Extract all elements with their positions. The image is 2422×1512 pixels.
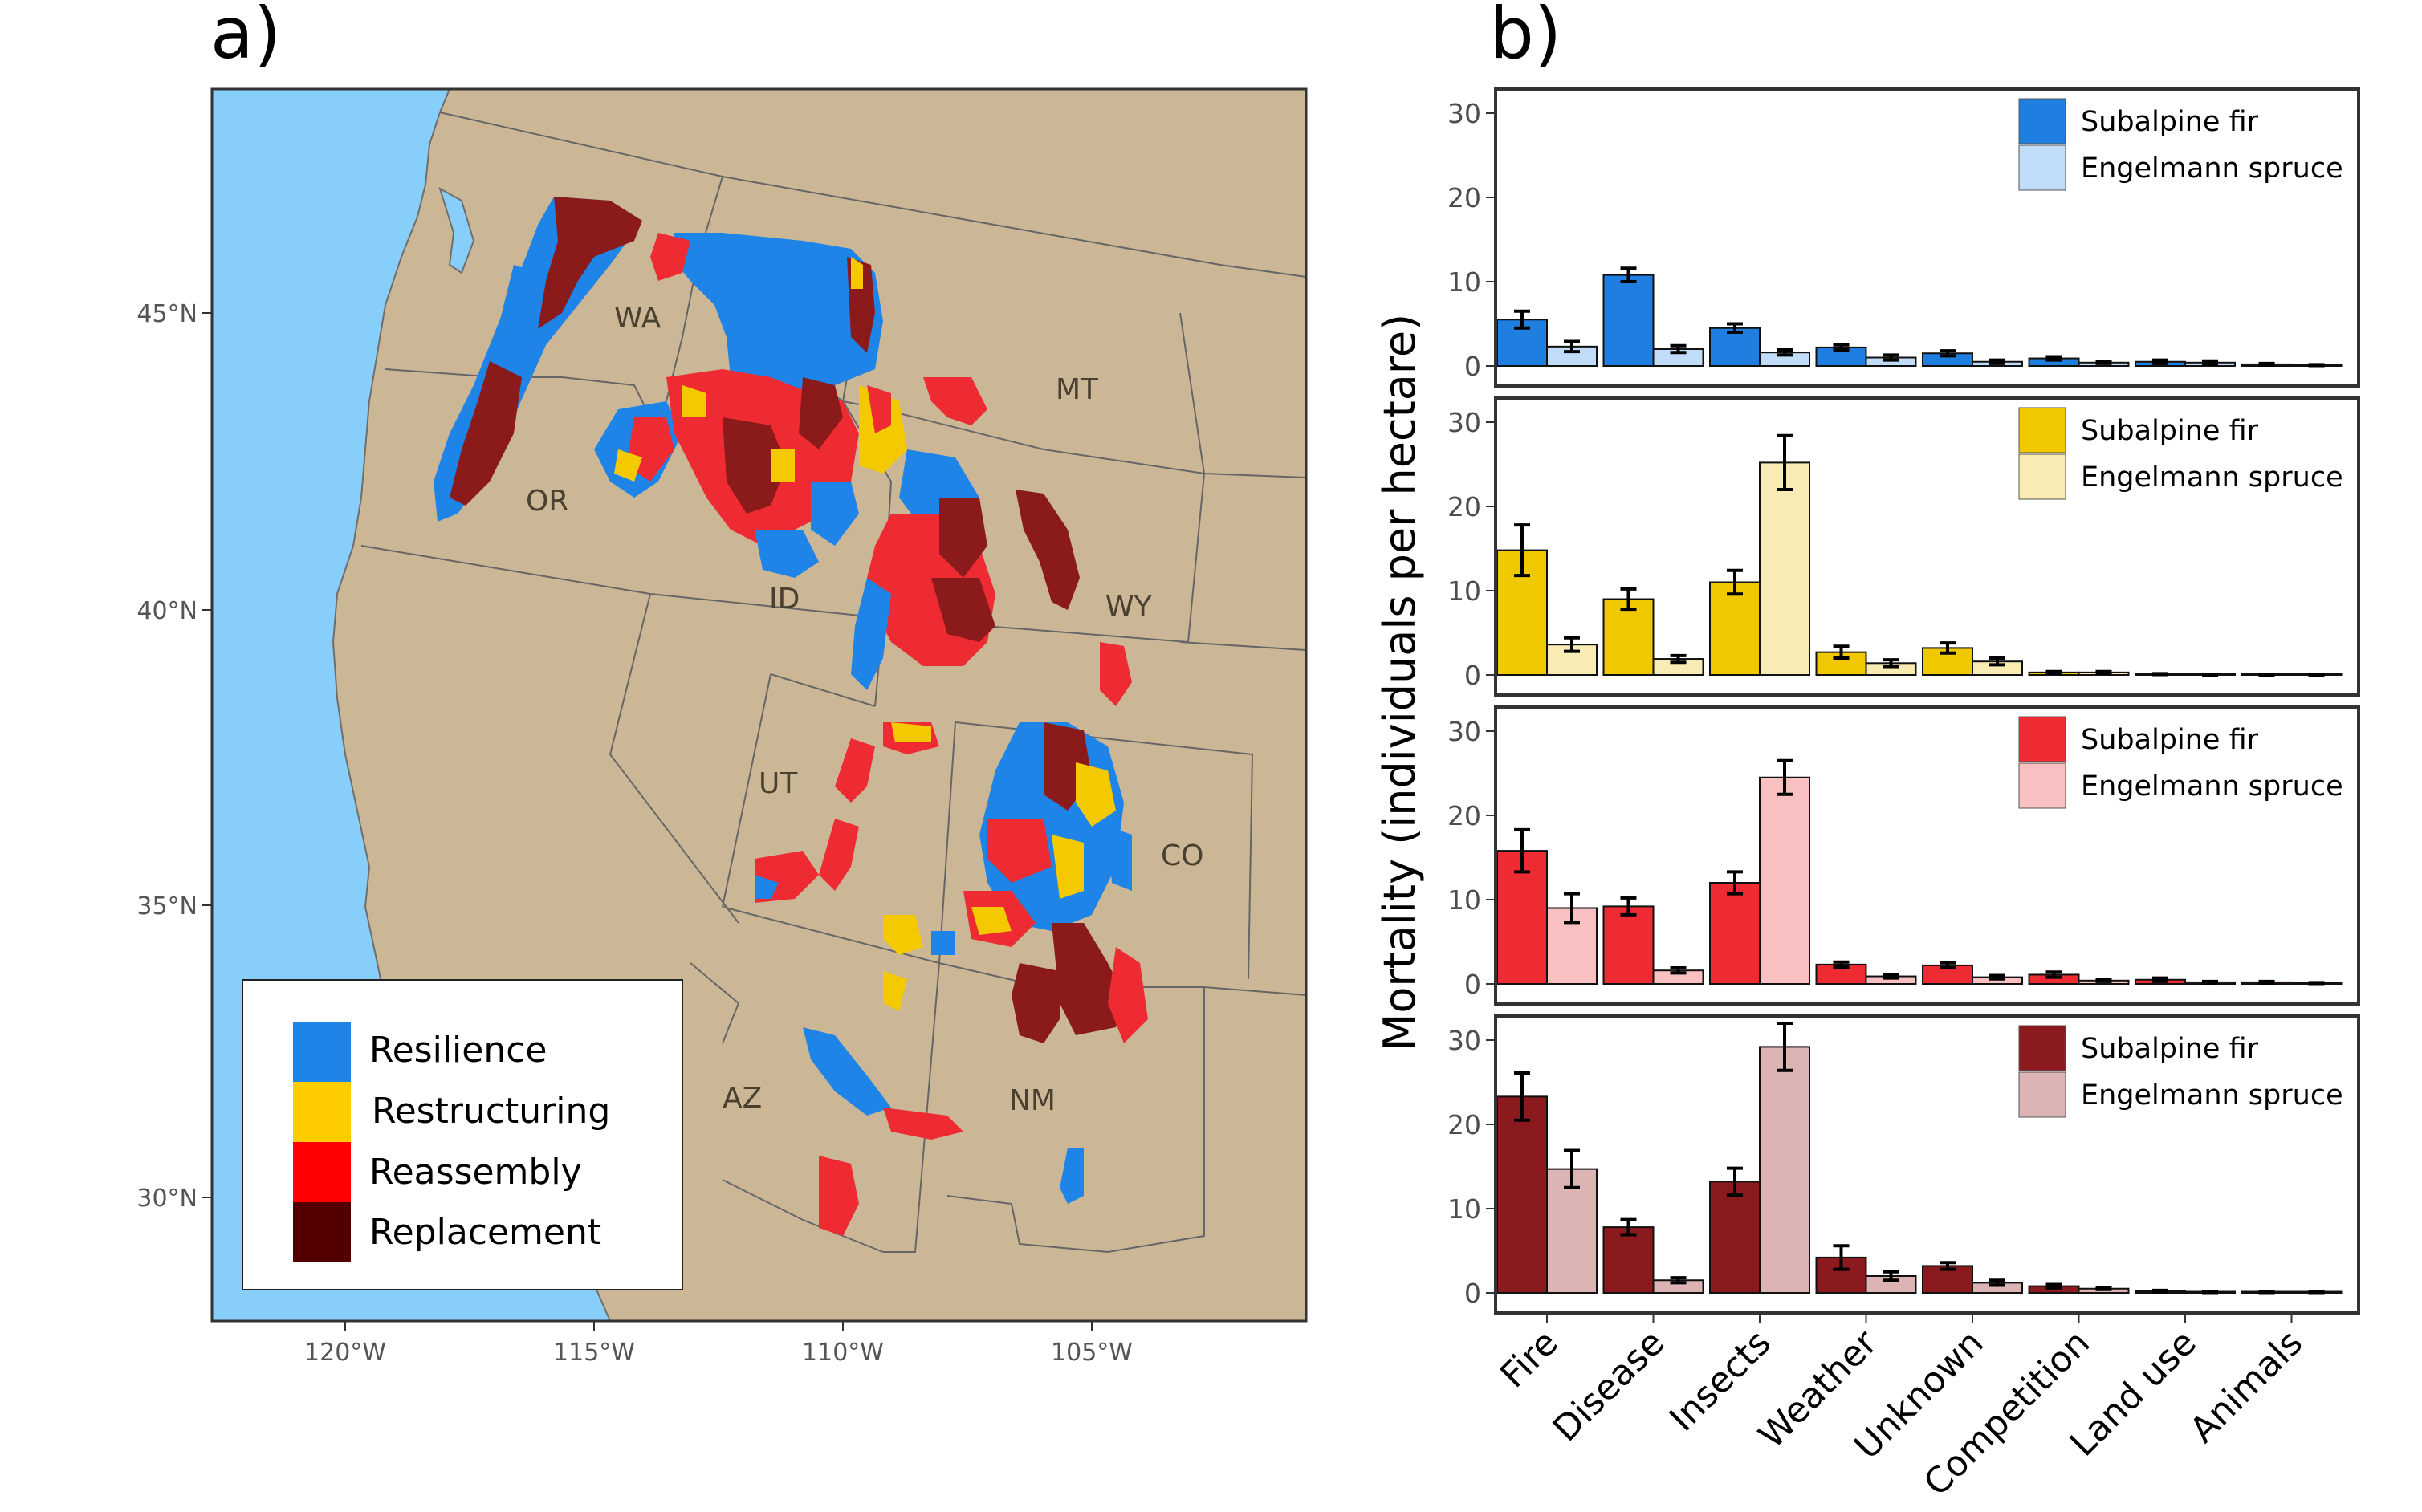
- subpanel-frame: [1494, 396, 2360, 697]
- legend-swatch-subalpine-fir: [2018, 407, 2066, 453]
- map-frame: [210, 87, 1308, 1323]
- bar-subpanel-3: 0 10 20 30 Subalpine fir Engelmann spruce: [1447, 705, 2360, 1006]
- y-tick-label: 10: [1447, 884, 1481, 916]
- y-tick-label: 30: [1447, 1025, 1481, 1056]
- legend-swatch-engelmann-spruce: [2018, 1071, 2066, 1118]
- panel-a-label: a): [210, 0, 281, 75]
- legend-label-subalpine-fir: Subalpine fir: [2081, 415, 2259, 447]
- state-label-or: OR: [526, 485, 568, 518]
- state-label-wy: WY: [1105, 591, 1153, 624]
- legend-label-engelmann-spruce: Engelmann spruce: [2081, 1079, 2343, 1112]
- bar-subalpine-fir: [1709, 581, 1761, 676]
- bar-subalpine-fir: [1602, 598, 1655, 676]
- state-label-co: CO: [1161, 839, 1203, 872]
- map-panel: WA OR ID MT WY UT CO AZ NM Resilience Re…: [136, 87, 1308, 1367]
- y-tick-label: 20: [1447, 800, 1481, 831]
- legend-swatch-replacement: [293, 1202, 351, 1262]
- legend-swatch-engelmann-spruce: [2018, 762, 2066, 809]
- bar-subalpine-fir: [1709, 1181, 1761, 1295]
- legend-swatch-subalpine-fir: [2018, 98, 2066, 144]
- category-label: Disease: [1545, 1323, 1672, 1449]
- legend-swatch-reassembly: [293, 1142, 351, 1202]
- map-xtick-105w: 105°W: [1051, 1339, 1133, 1367]
- subpanel-frame: [1494, 1014, 2360, 1315]
- legend-label-restructuring: Restructuring: [372, 1091, 610, 1132]
- legend-label-engelmann-spruce: Engelmann spruce: [2081, 461, 2343, 494]
- legend-label-subalpine-fir: Subalpine fir: [2081, 724, 2259, 756]
- bar-subalpine-fir: [1602, 1226, 1655, 1294]
- legend-swatch-subalpine-fir: [2018, 716, 2066, 762]
- bar-subalpine-fir: [1496, 1095, 1548, 1294]
- legend-swatch-resilience: [293, 1022, 351, 1082]
- y-tick-label: 10: [1447, 1193, 1481, 1225]
- legend-label-subalpine-fir: Subalpine fir: [2081, 106, 2259, 138]
- state-label-wa: WA: [614, 302, 661, 335]
- map-ytick-35n: 35°N: [136, 892, 197, 921]
- bar-chart-ylabel: Mortality (individuals per hectare): [1374, 314, 1425, 1051]
- y-tick-label: 20: [1447, 491, 1481, 522]
- map-xtick-120w: 120°W: [304, 1339, 386, 1367]
- subpanel-frame: [1494, 705, 2360, 1006]
- bar-engelmann-spruce: [1759, 461, 1810, 677]
- y-tick-label: 10: [1447, 266, 1481, 298]
- map-ytick-30n: 30°N: [136, 1185, 197, 1213]
- legend-label-engelmann-spruce: Engelmann spruce: [2081, 770, 2343, 803]
- y-tick-label: 0: [1464, 969, 1481, 1000]
- map-xtick-110w: 110°W: [802, 1339, 884, 1367]
- bar-engelmann-spruce: [1759, 1046, 1810, 1295]
- state-label-id: ID: [769, 583, 800, 616]
- bar-subalpine-fir: [1709, 882, 1761, 985]
- state-label-az: AZ: [723, 1082, 762, 1115]
- category-label: Animals: [2182, 1323, 2310, 1451]
- legend-label-reassembly: Reassembly: [369, 1152, 582, 1193]
- bar-subpanel-4: 0 10 20 30 Subalpine fir Engelmann spruce: [1447, 1014, 2360, 1315]
- bar-engelmann-spruce: [1759, 776, 1810, 985]
- y-tick-label: 30: [1447, 98, 1481, 129]
- legend-swatch-restructuring: [293, 1082, 351, 1142]
- map-legend: Resilience Restructuring Reassembly Repl…: [242, 979, 683, 1290]
- state-label-nm: NM: [1009, 1084, 1056, 1117]
- legend-label-resilience: Resilience: [369, 1030, 547, 1071]
- y-tick-label: 10: [1447, 575, 1481, 607]
- forest-classes: [434, 197, 1148, 1236]
- legend-label-replacement: Replacement: [369, 1212, 601, 1253]
- map-xtick-115w: 115°W: [553, 1339, 635, 1367]
- state-label-mt: MT: [1056, 373, 1099, 406]
- bar-subalpine-fir: [1602, 905, 1655, 986]
- legend-label-engelmann-spruce: Engelmann spruce: [2081, 152, 2343, 185]
- bar-subpanel-1: 0 10 20 30 Subalpine fir Engelmann spruce: [1447, 87, 2360, 388]
- legend-swatch-subalpine-fir: [2018, 1025, 2066, 1071]
- y-tick-label: 30: [1447, 716, 1481, 747]
- panel-b-label: b): [1489, 0, 1561, 75]
- map-ytick-45n: 45°N: [136, 300, 197, 328]
- bar-subalpine-fir: [1602, 274, 1655, 368]
- y-tick-label: 0: [1464, 660, 1481, 691]
- category-label: Fire: [1492, 1323, 1566, 1396]
- legend-swatch-engelmann-spruce: [2018, 453, 2066, 500]
- y-tick-label: 20: [1447, 1109, 1481, 1140]
- map-ticks: [202, 312, 1093, 1331]
- y-tick-label: 0: [1464, 1278, 1481, 1309]
- y-tick-label: 0: [1464, 351, 1481, 382]
- y-tick-label: 30: [1447, 407, 1481, 438]
- y-tick-label: 20: [1447, 182, 1481, 213]
- legend-swatch-engelmann-spruce: [2018, 144, 2066, 191]
- state-label-ut: UT: [759, 767, 798, 800]
- bar-engelmann-spruce: [1546, 907, 1598, 985]
- legend-label-subalpine-fir: Subalpine fir: [2081, 1033, 2259, 1065]
- bar-chart-panel: 0 10 20 30 Subalpine fir Engelmann spruce 0 10 2…: [1447, 87, 2360, 1504]
- subpanel-frame: [1494, 87, 2360, 388]
- puget-sound: [438, 186, 475, 274]
- map-ytick-40n: 40°N: [136, 597, 197, 625]
- bar-subpanel-2: 0 10 20 30 Subalpine fir Engelmann spruce: [1447, 396, 2360, 697]
